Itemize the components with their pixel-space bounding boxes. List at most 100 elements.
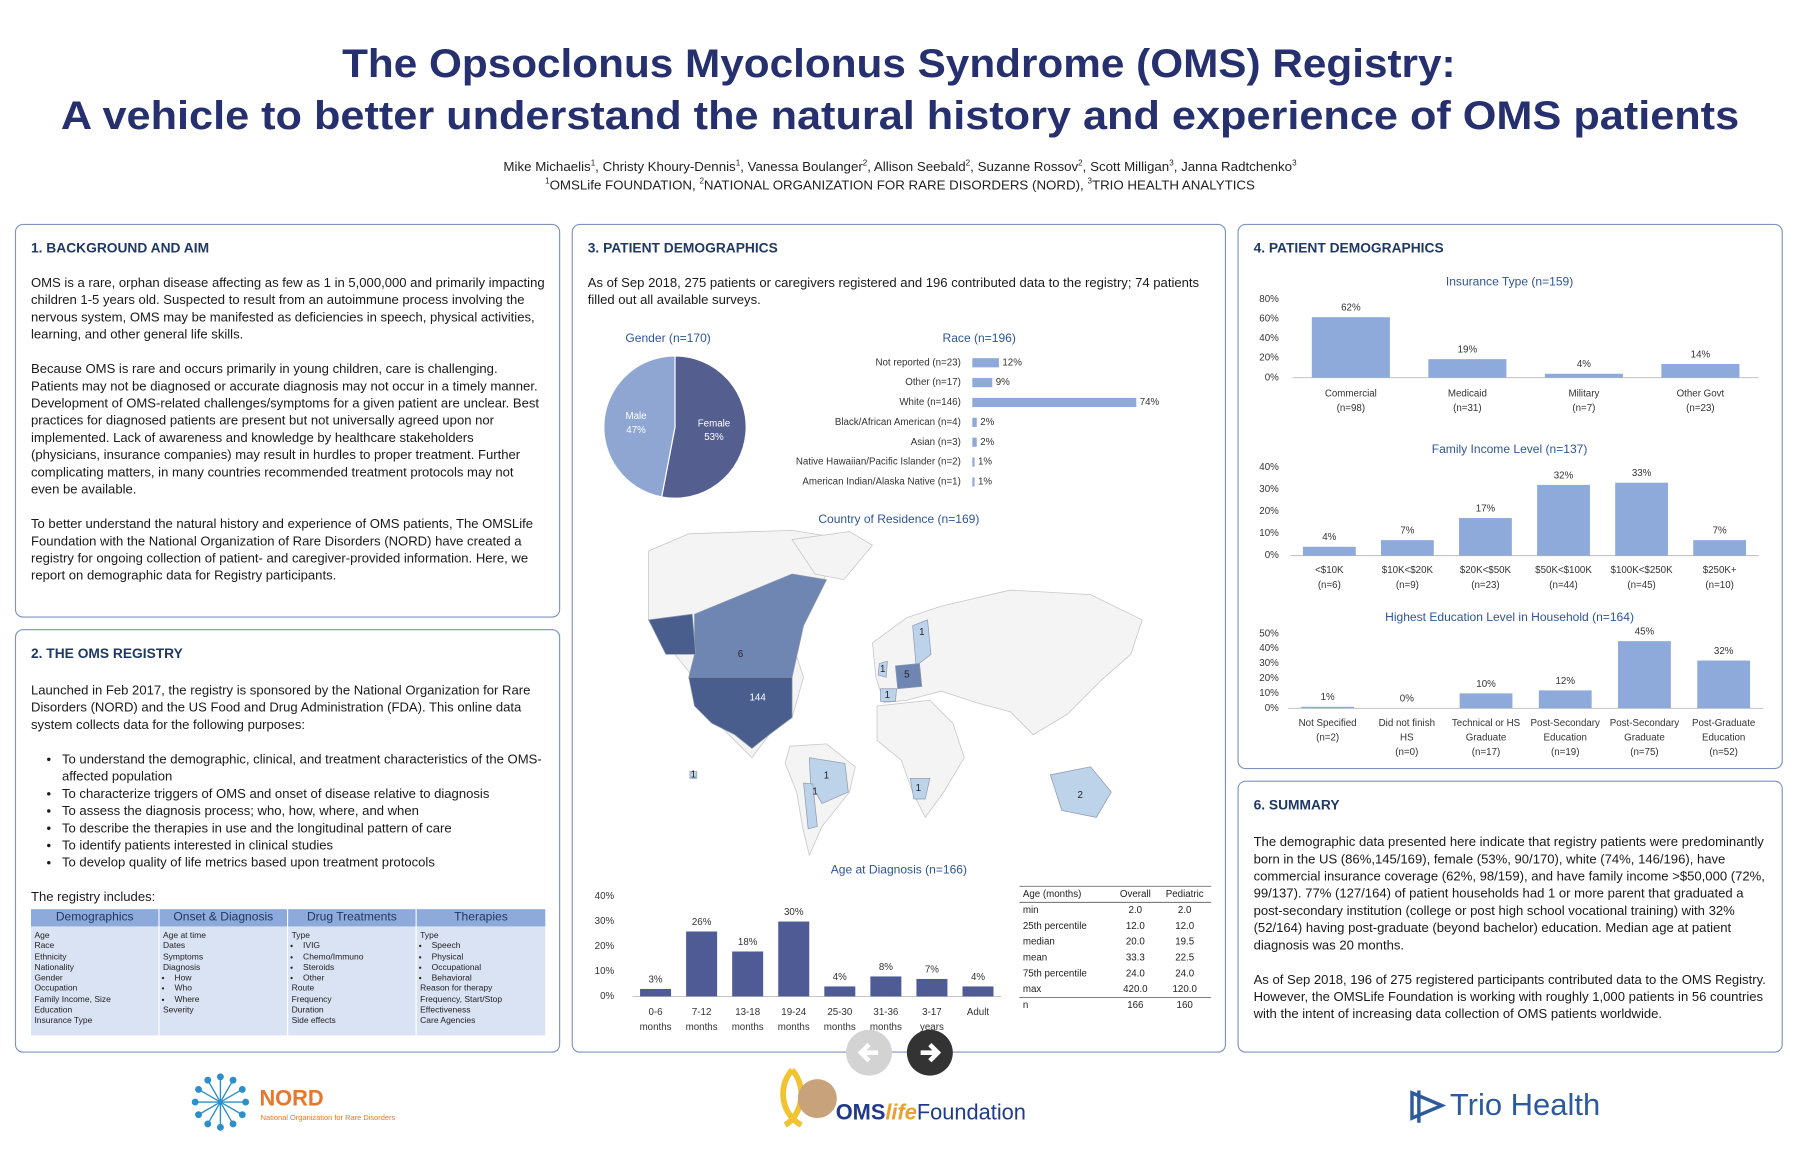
affiliation-mark: 1 xyxy=(545,177,550,186)
section-heading: 3. PATIENT DEMOGRAPHICS xyxy=(587,239,778,256)
logo-ray xyxy=(200,1101,221,1115)
table-item: Age at time xyxy=(163,929,206,941)
logo-text-part: Foundation xyxy=(917,1099,1026,1124)
panel-summary: 6. SUMMARY The demographic data presente… xyxy=(1237,780,1783,1053)
table-item: Care Agencies xyxy=(420,1015,476,1026)
table-cell: Age Race Ethnicity Nationality Gender Occupat… xyxy=(31,926,158,1026)
table-header: Onset & Diagnosis xyxy=(159,909,287,927)
nav-icon xyxy=(920,1043,942,1063)
table-item: Occupation xyxy=(34,983,78,994)
sub-item: Behavioral xyxy=(432,973,542,984)
logo-bear xyxy=(797,1079,837,1119)
table-column: TherapiesTypeSpeechPhysicalOccupationalB… xyxy=(416,909,546,1035)
sub-item: Speech xyxy=(432,941,542,952)
table-header: Drug Treatments xyxy=(288,909,416,927)
sub-item: IVIG xyxy=(303,941,412,952)
nav-prev[interactable] xyxy=(846,1029,892,1076)
table-item: Ethnicity xyxy=(34,951,67,962)
sub-list: HowWhoWhere xyxy=(163,973,284,1005)
panel-registry: 2. THE OMS REGISTRY Launched in Feb 2017… xyxy=(14,629,561,1053)
paragraph: The demographic data presented here indi… xyxy=(1253,835,1765,953)
nav-next[interactable] xyxy=(906,1029,953,1076)
author-name: , Scott Milligan xyxy=(1082,159,1170,175)
section-body: OMS is a rare, orphan disease affecting … xyxy=(31,276,545,603)
logo-dot xyxy=(195,1111,202,1119)
affiliation-mark: 2 xyxy=(1078,159,1083,168)
affiliation-mark: 1 xyxy=(735,159,741,168)
author-name: , Allison Seebald xyxy=(867,159,966,175)
registry-table: Demographics Age Race Ethnicity Nationality G… xyxy=(30,909,546,1036)
logo-dot xyxy=(229,1120,237,1128)
table-item: Type xyxy=(291,929,310,941)
author-name: Mike Michaelis xyxy=(503,159,591,175)
logo-text-part: OMS xyxy=(836,1099,886,1124)
logo-text: Trio Health xyxy=(1450,1087,1600,1122)
table-item: Frequency, Start/Stop xyxy=(420,993,503,1005)
title-line: A vehicle to better understand the natur… xyxy=(61,93,1739,138)
table-cell: Age at timeDatesSymptomsDiagnosisHowWhoW… xyxy=(160,926,287,1015)
section-heading: 2. THE OMS REGISTRY xyxy=(30,645,183,662)
author-name: , Janna Radtchenko xyxy=(1173,159,1293,175)
table-item: Nationality xyxy=(34,961,75,973)
title-line: The Opsoclonus Myoclonus Syndrome (OMS) … xyxy=(342,41,1456,86)
paragraph: As of Sep 2018, 196 of 275 registered pa… xyxy=(1253,973,1766,1022)
logo-ribbon xyxy=(780,1068,804,1128)
authors: Mike Michaelis1, Christy Khoury-Dennis1,… xyxy=(0,160,1800,175)
section-body: As of Sep 2018, 275 patients or caregive… xyxy=(588,276,1211,328)
affiliation-name: NATIONAL ORGANIZATION FOR RARE DISORDERS… xyxy=(703,177,1088,193)
section-body: The demographic data presented here indi… xyxy=(1254,835,1768,1042)
affiliation-name: TRIO HEALTH ANALYTICS xyxy=(1091,177,1255,193)
section-heading: 6. SUMMARY xyxy=(1253,796,1340,813)
sub-item: How xyxy=(174,973,283,984)
nav-icon xyxy=(857,1043,879,1063)
table-item: Family Income, Size xyxy=(34,993,111,1005)
logo-ray xyxy=(219,1101,233,1123)
table-item: Effectiveness xyxy=(420,1004,471,1015)
logo-dot xyxy=(242,1098,250,1106)
logo-ray xyxy=(220,1101,241,1115)
logo-dot xyxy=(204,1120,212,1128)
logo-ray xyxy=(219,1081,233,1103)
table-column: Drug TreatmentsTypeIVIGChemo/ImmunoStero… xyxy=(288,909,417,1036)
logo-ray xyxy=(220,1089,241,1103)
logo-dot xyxy=(195,1085,202,1093)
table-column: Demographics Age Race Ethnicity Nationality G… xyxy=(30,909,160,1036)
panel-demographics-a: 3. PATIENT DEMOGRAPHICS As of Sep 2018, … xyxy=(571,223,1227,1053)
affiliation-mark: 2 xyxy=(862,159,868,168)
table-item: Frequency xyxy=(291,993,332,1005)
list-item: To identify patients interested in clini… xyxy=(62,838,545,855)
table-item: Severity xyxy=(163,1004,194,1015)
affiliation-name: OMSLife FOUNDATION, xyxy=(549,177,700,193)
paragraph: Launched in Feb 2017, the registry is sp… xyxy=(30,684,531,733)
table-item: Insurance Type xyxy=(34,1015,93,1026)
logo-dot xyxy=(229,1076,237,1084)
author-name: , Vanessa Boulanger xyxy=(740,159,863,175)
logo-ray xyxy=(200,1089,221,1103)
list-item: To understand the demographic, clinical,… xyxy=(62,752,545,786)
sub-item: Occupational xyxy=(432,962,542,973)
table-header: Therapies xyxy=(416,909,546,927)
sub-item: Who xyxy=(174,983,283,994)
section-heading: 4. PATIENT DEMOGRAPHICS xyxy=(1253,239,1444,256)
list-item: To describe the therapies in use and the… xyxy=(62,821,545,838)
affiliation-mark: 3 xyxy=(1087,177,1092,186)
table-item: Dates xyxy=(163,940,186,951)
paragraph: The registry includes: xyxy=(30,890,156,905)
affiliation-mark: 2 xyxy=(965,159,971,168)
sub-item: Steroids xyxy=(303,962,412,973)
logo-icon xyxy=(1410,1090,1447,1123)
section-body: Launched in Feb 2017, the registry is sp… xyxy=(31,683,545,907)
table-item: Route xyxy=(291,983,315,994)
paragraph: To better understand the natural history… xyxy=(30,517,534,584)
affiliation-mark: 3 xyxy=(1169,159,1174,168)
section-heading: 1. BACKGROUND AND AIM xyxy=(30,239,210,256)
logo-text: NORD xyxy=(259,1086,323,1111)
author-name: , Suzanne Rossov xyxy=(970,159,1079,175)
table-column: Onset & Diagnosis Age at time Dates Symptom… xyxy=(159,909,289,1036)
affiliation-mark: 1 xyxy=(590,159,596,168)
logos: NORD National Organization for Rare Disor… xyxy=(191,1068,1600,1131)
logo-text-part: life xyxy=(885,1099,917,1124)
